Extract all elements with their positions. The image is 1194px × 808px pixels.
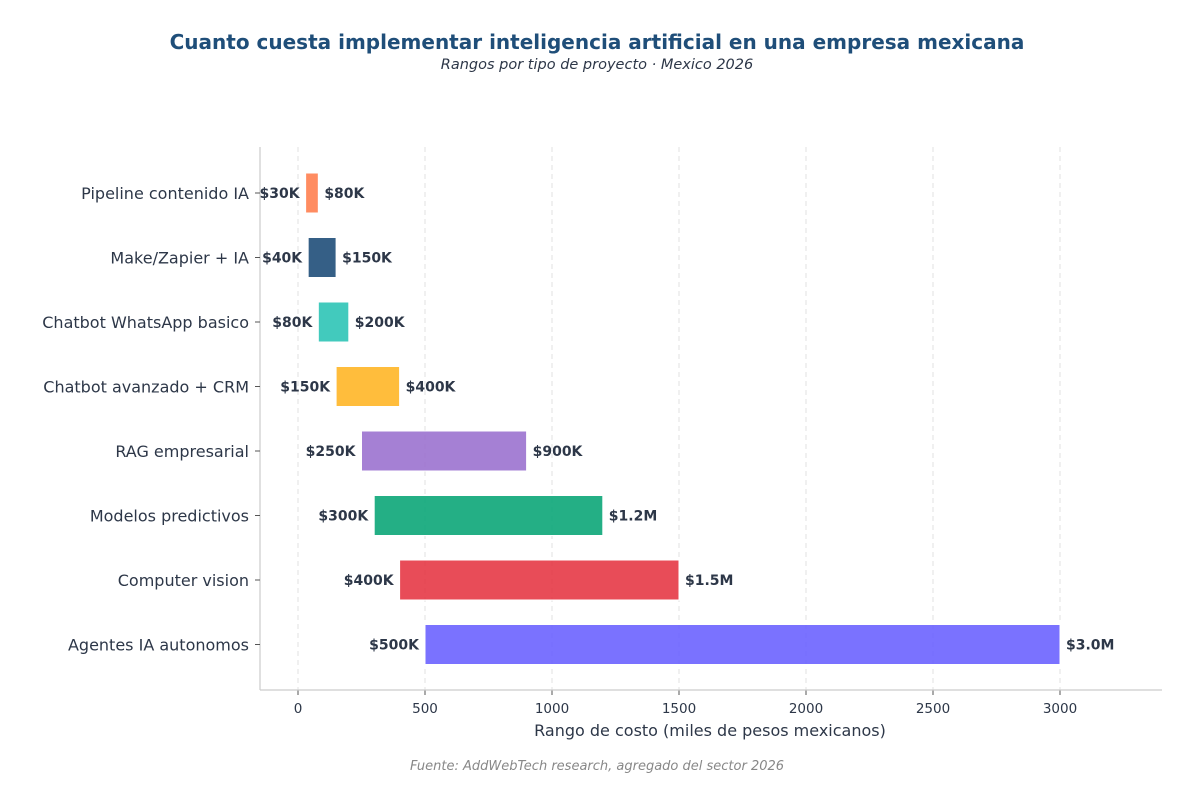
max-value-label: $3.0M [1066,638,1114,654]
min-value-label: $40K [262,251,303,267]
data-label-group: $30K $80K $40K $150K $80K $200K $150K $400K $250… [260,186,1115,654]
category-label: Modelos predictivos [90,507,249,526]
min-value-label: $80K [272,315,313,331]
axes: 0 500 1000 1500 2000 2500 3000 Pipeline conteni… [42,147,1162,717]
category-label: RAG empresarial [115,442,249,461]
category-label: Chatbot WhatsApp basico [42,313,249,332]
category-label: Make/Zapier + IA [110,249,249,268]
max-value-label: $400K [406,380,457,396]
x-tick-label: 2000 [789,701,823,717]
chart-title: Cuanto cuesta implementar inteligencia a… [169,30,1025,54]
range-bar [361,430,528,472]
range-bar [305,172,319,214]
category-label: Pipeline contenido IA [81,184,249,203]
grid-lines [297,147,1061,690]
max-value-label: $900K [533,444,584,460]
x-tick-label: 1500 [662,701,696,717]
category-label: Chatbot avanzado + CRM [43,378,249,397]
range-bar [373,495,604,536]
max-value-label: $150K [342,251,393,267]
bar-group [305,172,1061,665]
range-bar [317,301,350,343]
x-tick-label: 1000 [535,701,569,717]
range-bar [335,366,401,407]
x-axis-label: Rango de costo (miles de pesos mexicanos… [534,721,886,740]
max-value-label: $1.5M [685,573,733,589]
max-value-label: $200K [355,315,406,331]
source-note: Fuente: AddWebTech research, agregado de… [409,759,785,774]
range-bar [399,559,680,601]
category-label: Computer vision [118,571,249,590]
x-tick-label: 0 [294,701,303,717]
x-tick-label: 3000 [1043,701,1077,717]
max-value-label: $80K [324,186,365,202]
x-tick-label: 2500 [916,701,950,717]
min-value-label: $300K [318,509,369,525]
range-bar [424,624,1061,665]
min-value-label: $30K [260,186,301,202]
x-tick-label: 500 [412,701,438,717]
min-value-label: $250K [306,444,357,460]
range-bar [307,237,337,278]
min-value-label: $500K [369,638,420,654]
chart-subtitle: Rangos por tipo de proyecto · Mexico 202… [440,57,754,73]
max-value-label: $1.2M [609,509,657,525]
min-value-label: $150K [280,380,331,396]
min-value-label: $400K [344,573,395,589]
category-label: Agentes IA autonomos [68,636,249,655]
